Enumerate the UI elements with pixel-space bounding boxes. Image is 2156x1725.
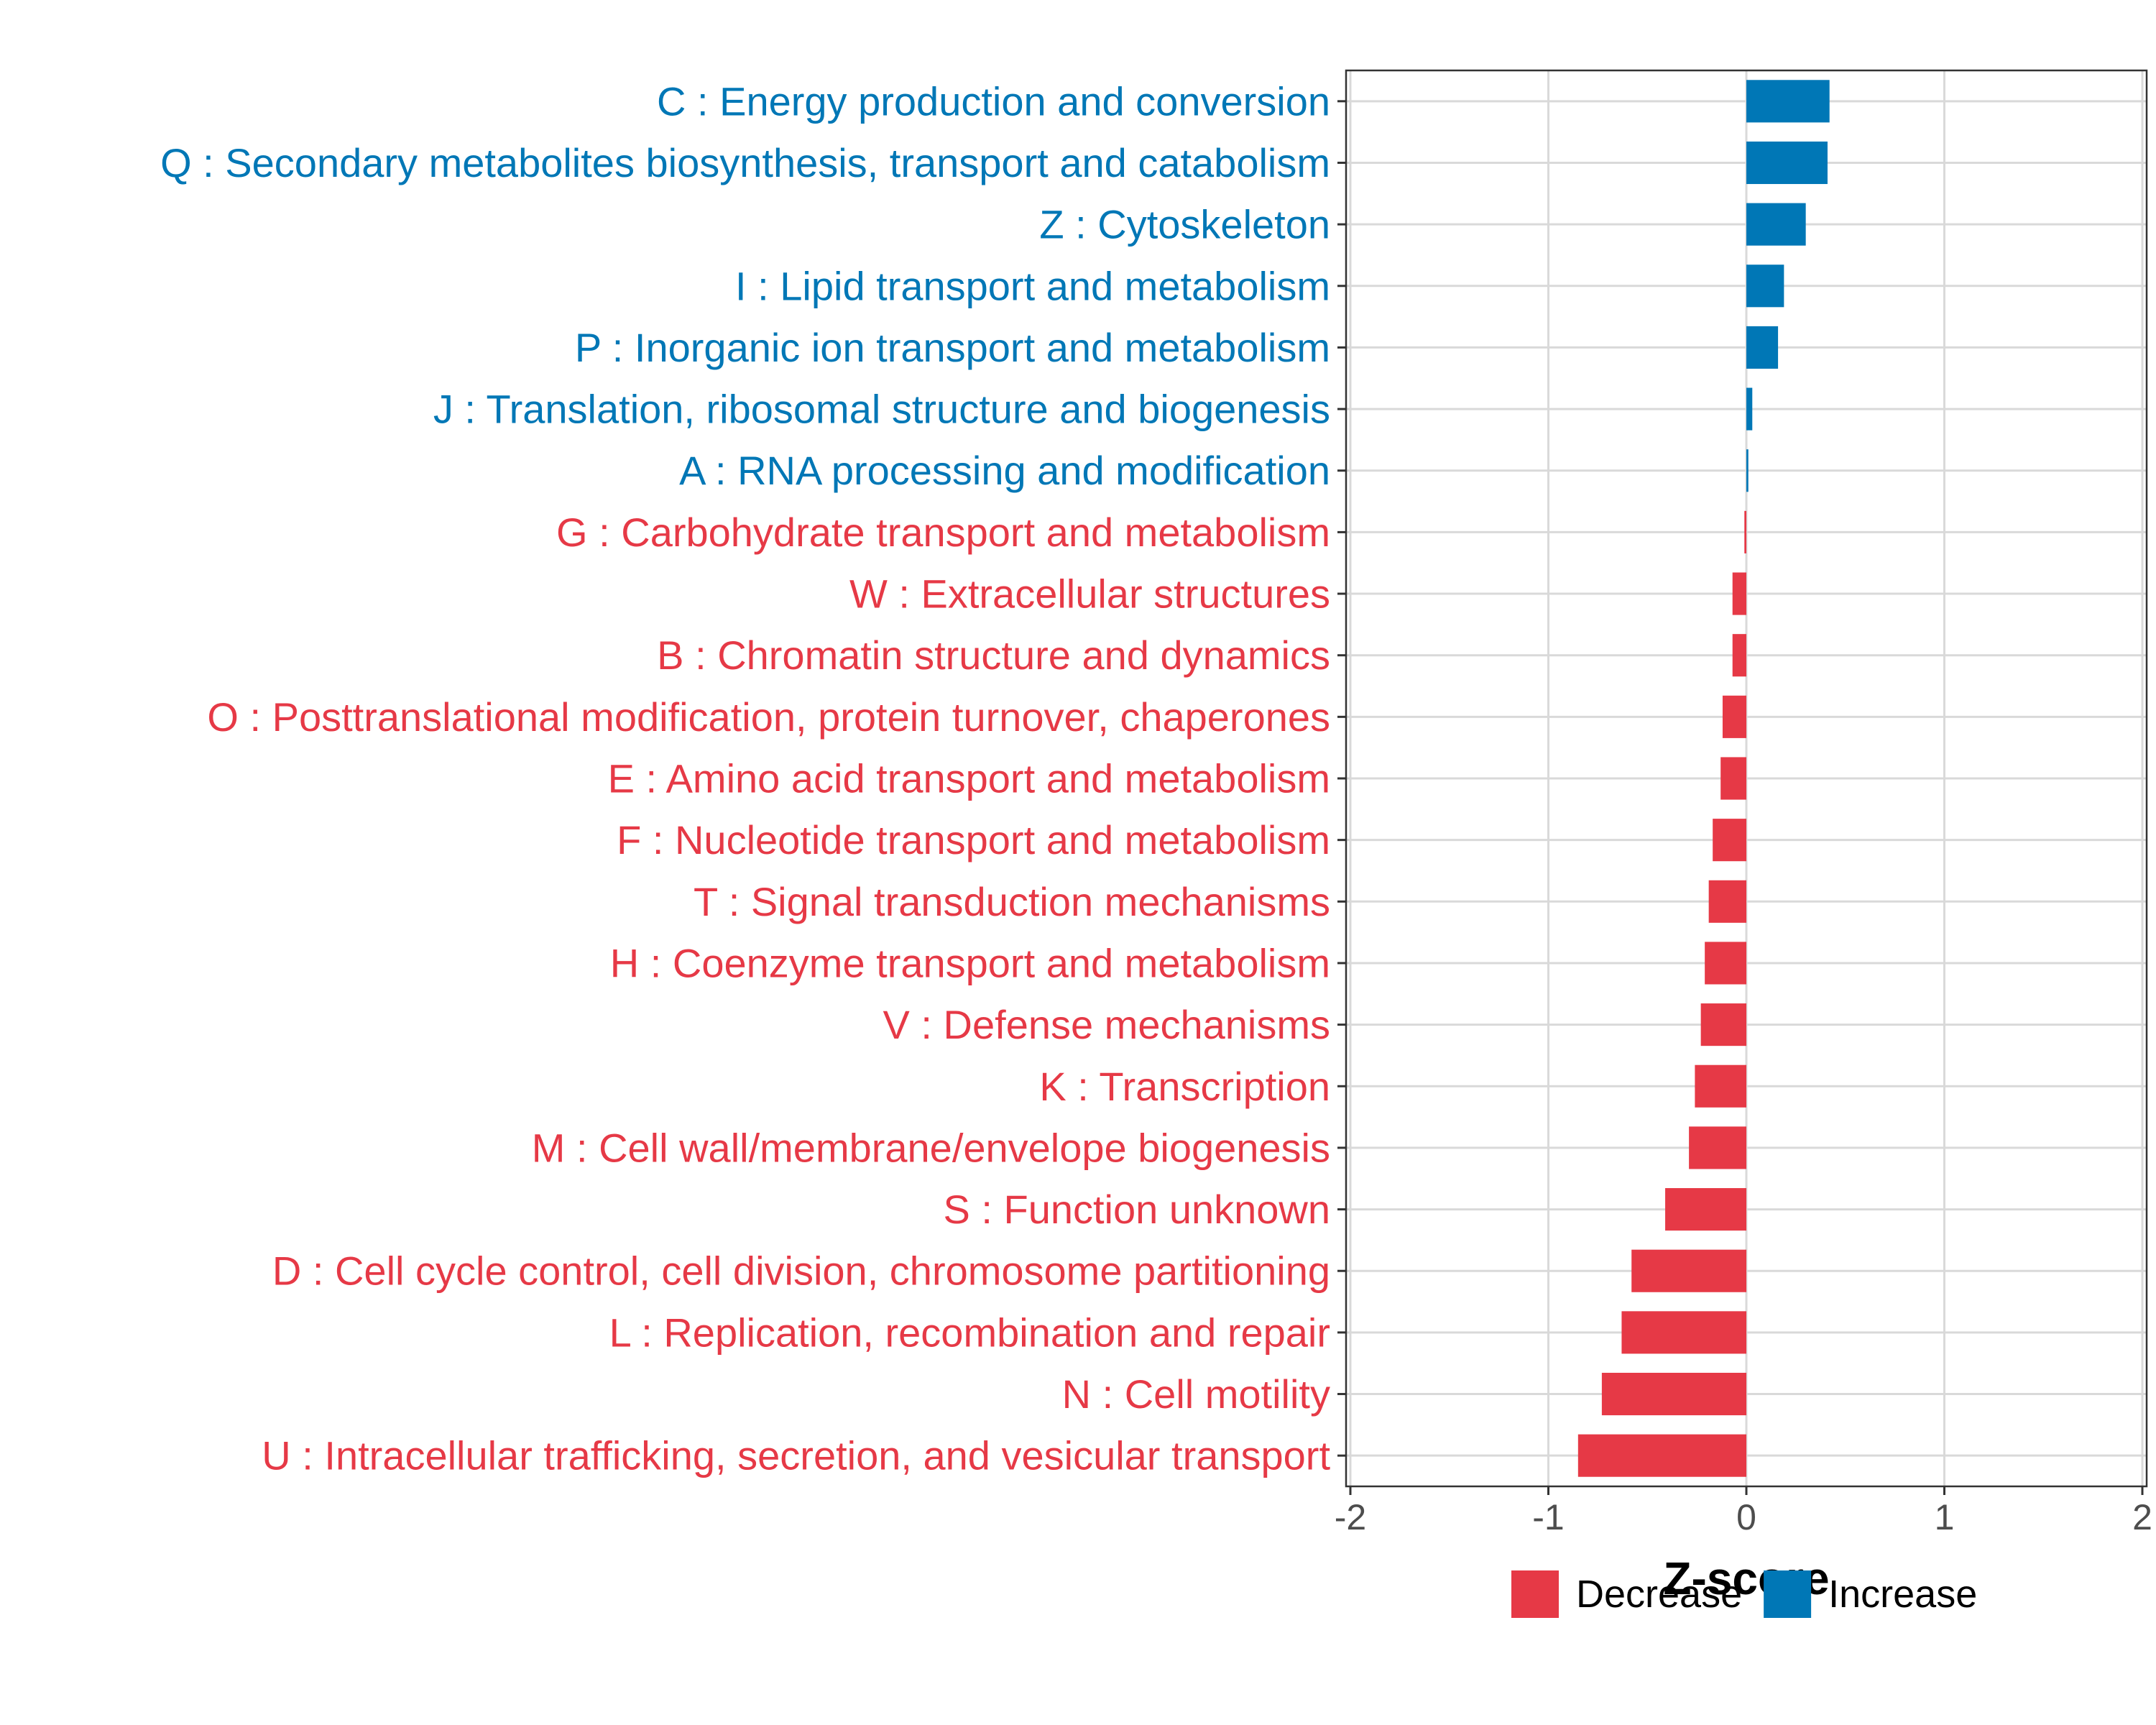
legend: Decrease Increase — [1511, 1570, 1977, 1618]
bar — [1732, 634, 1746, 677]
y-tick-label: N : Cell motility — [1062, 1371, 1330, 1417]
bar — [1744, 510, 1746, 553]
bar — [1601, 1372, 1746, 1416]
bar — [1631, 1249, 1746, 1292]
bar — [1705, 942, 1746, 985]
bar — [1708, 880, 1746, 923]
y-tick-label: H : Coenzyme transport and metabolism — [610, 940, 1330, 985]
y-tick-label: S : Function unknown — [943, 1187, 1330, 1232]
y-tick-label: Z : Cytoskeleton — [1039, 202, 1330, 247]
legend-label-decrease: Decrease — [1576, 1573, 1742, 1616]
x-axis: -2 -1 0 1 2 — [1335, 1486, 2152, 1537]
x-tick-label: -2 — [1335, 1497, 1366, 1537]
y-tick-label: J : Translation, ribosomal structure and… — [433, 387, 1330, 432]
bar — [1746, 80, 1830, 123]
x-tick-label: 0 — [1736, 1497, 1756, 1537]
y-tick-label: D : Cell cycle control, cell division, c… — [272, 1248, 1330, 1294]
legend-label-increase: Increase — [1828, 1573, 1977, 1616]
bar — [1665, 1188, 1746, 1231]
y-tick-label: E : Amino acid transport and metabolism — [608, 756, 1330, 801]
bar — [1695, 1064, 1746, 1108]
bar — [1689, 1126, 1746, 1169]
bar — [1720, 757, 1746, 800]
bars — [1577, 80, 1830, 1477]
x-tick-label: -1 — [1532, 1497, 1564, 1537]
legend-swatch-decrease — [1511, 1570, 1559, 1618]
y-tick-label: A : RNA processing and modification — [679, 448, 1330, 493]
y-tick-label: F : Nucleotide transport and metabolism — [617, 817, 1330, 862]
y-tick-label: K : Transcription — [1039, 1064, 1330, 1109]
y-tick-label: I : Lipid transport and metabolism — [735, 263, 1330, 308]
y-tick-label: O : Posttranslational modification, prot… — [207, 694, 1330, 740]
legend-swatch-increase — [1764, 1570, 1812, 1618]
bar — [1746, 387, 1753, 431]
y-tick-label: M : Cell wall/membrane/envelope biogenes… — [532, 1125, 1330, 1170]
y-tick-label: G : Carbohydrate transport and metabolis… — [556, 510, 1330, 555]
x-tick-label: 1 — [1935, 1497, 1955, 1537]
y-tick-label: V : Defense mechanisms — [883, 1002, 1330, 1047]
bar — [1746, 326, 1779, 369]
y-axis: C : Energy production and conversion Q : … — [160, 78, 1346, 1478]
y-tick-label: B : Chromatin structure and dynamics — [657, 632, 1330, 678]
bar — [1722, 695, 1746, 738]
bar — [1746, 264, 1784, 308]
bar — [1746, 203, 1806, 246]
y-tick-label: U : Intracellular trafficking, secretion… — [262, 1433, 1330, 1478]
bar — [1713, 819, 1746, 862]
bar — [1746, 449, 1749, 492]
x-tick-label: 2 — [2132, 1497, 2152, 1537]
bar — [1700, 1003, 1746, 1046]
bar — [1732, 572, 1746, 615]
y-tick-label: C : Energy production and conversion — [657, 78, 1330, 124]
y-tick-label: T : Signal transduction mechanisms — [694, 879, 1330, 924]
bar — [1577, 1434, 1746, 1477]
y-tick-label: P : Inorganic ion transport and metaboli… — [575, 325, 1330, 370]
y-tick-label: Q : Secondary metabolites biosynthesis, … — [160, 140, 1330, 185]
y-tick-label: L : Replication, recombination and repai… — [609, 1310, 1330, 1355]
bar — [1746, 141, 1828, 185]
y-tick-label: W : Extracellular structures — [849, 571, 1330, 617]
bar — [1621, 1311, 1746, 1354]
